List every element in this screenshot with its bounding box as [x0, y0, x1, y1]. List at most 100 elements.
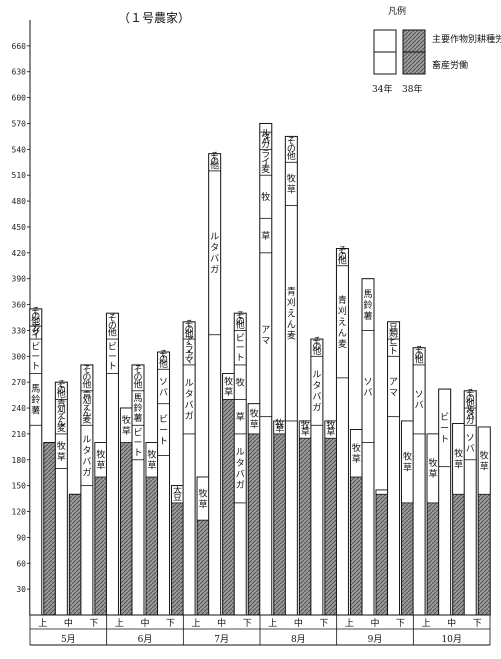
segment-label: ルタバガ: [466, 405, 475, 426]
segment-label: 牧草: [224, 375, 233, 397]
y-tick-label: 360: [12, 301, 27, 310]
y-axis: 30 60 90 120 150 180 210 240 270 300 330 360 390 420 4…: [12, 20, 31, 615]
legend-sub-label: 畜産労働: [432, 59, 468, 71]
segment-label: その他: [108, 313, 117, 339]
segment-label: その他: [287, 136, 296, 162]
segment-label: その他: [236, 310, 245, 331]
segment-label: ソバ: [415, 390, 424, 411]
period-label: 中: [294, 617, 303, 629]
bar-34: [361, 278, 375, 616]
segment-label: 牧草: [96, 449, 105, 472]
y-tick-label: 180: [12, 456, 27, 465]
segment-label: 牧草: [326, 419, 335, 438]
segment-label: ア・ラ・アマ: [185, 336, 194, 366]
legend-swatch-38-lower: [402, 51, 426, 75]
y-tick-label: 270: [12, 378, 27, 387]
bars: その他テンサイビート馬鈴薯その他青刈えん麦牧草その他青刈えん麦ルタバガ牧草その他…: [29, 122, 491, 616]
segment-label: 牧: [236, 376, 245, 388]
legend-year-right: 38年: [402, 83, 422, 95]
segment-label: ルタバガ: [82, 435, 91, 478]
period-label: 下: [473, 619, 482, 629]
segment-label: 牧草: [352, 442, 361, 465]
segment-label: ビート: [159, 414, 168, 447]
month-label: 9月: [368, 634, 383, 645]
segment-label: ビート: [31, 341, 40, 372]
month-label: 7月: [214, 634, 229, 645]
bar-38: [68, 493, 82, 616]
segment-label: 青刈えん麦: [57, 397, 66, 434]
y-tick-label: 150: [12, 482, 27, 491]
segment-label: ビート: [133, 428, 142, 459]
chart-title: （１号農家）: [118, 10, 190, 25]
segment-label: その他: [312, 336, 321, 357]
period-label: 中: [140, 617, 149, 629]
period-label: 中: [217, 617, 226, 629]
y-tick-label: 210: [12, 430, 27, 439]
y-tick-label: 540: [12, 145, 27, 154]
segment-label: ソバ: [466, 433, 475, 454]
segment-label: ビート: [389, 336, 398, 357]
bar-38: [298, 420, 312, 616]
segment-label: 青刈えん麦: [287, 285, 296, 341]
bar-38: [43, 442, 57, 616]
period-label: 上: [422, 618, 431, 629]
y-tick-label: 120: [12, 508, 27, 517]
segment-label: 青刈えん麦: [338, 294, 347, 350]
y-tick-label: 240: [12, 404, 27, 413]
bar-38: [222, 373, 236, 616]
segment-label: ソバ: [363, 377, 372, 398]
legend-swatch-34-upper: [373, 29, 397, 53]
segment-label: ビート: [440, 412, 449, 445]
segment-label: 牧草: [403, 451, 412, 474]
legend-swatch-34-lower: [373, 51, 397, 75]
y-tick-label: 90: [16, 533, 26, 542]
segment-label: その他: [31, 306, 40, 327]
x-axis: 上 中 下 上 中 下 上 中 下 上 中 下 上 中 下 上 中 下 5月 6月 7月 8月 9月 10月: [29, 614, 491, 646]
segment-label: 大豆: [173, 484, 182, 503]
segment-label: ルタバガ: [236, 448, 245, 491]
segment-label: 草: [261, 230, 270, 242]
segment-label: テンサイ: [31, 321, 40, 341]
segment-label: 牧草: [199, 487, 208, 510]
y-tick-label: 630: [12, 68, 27, 77]
segment-label: 豆類: [389, 321, 398, 339]
segment-label: 牧草: [275, 417, 284, 434]
y-tick-label: 450: [12, 223, 27, 232]
segment-label: ルタバガ: [312, 371, 321, 414]
segment-label: ビート: [108, 341, 117, 372]
segment-label: その他: [185, 319, 194, 340]
month-label: 5月: [61, 634, 76, 645]
month-label: 8月: [291, 634, 306, 645]
bar-34: [412, 347, 426, 616]
segment-label: ソバ: [159, 377, 168, 398]
bar-38: [324, 420, 338, 616]
segment-label: 馬鈴薯: [133, 393, 142, 424]
segment-label: 牧草: [301, 419, 310, 438]
y-tick-label: 600: [12, 94, 27, 103]
y-tick-label: 660: [12, 42, 27, 51]
bar-34: [208, 153, 222, 616]
segment-label: 牧草: [287, 173, 296, 196]
period-label: 下: [89, 619, 98, 629]
period-label: 中: [447, 617, 456, 629]
segment-label: その他: [415, 345, 424, 366]
y-tick-label: 390: [12, 275, 27, 284]
segment-label: 青刈えん麦: [82, 388, 91, 425]
legend-main-label: 主要作物別耕種労働: [432, 33, 501, 45]
segment-label: 牧草: [122, 414, 131, 437]
legend: 凡例 主要作物別耕種労働 畜産労働 34年 38年: [372, 5, 501, 95]
period-label: 中: [370, 617, 379, 629]
